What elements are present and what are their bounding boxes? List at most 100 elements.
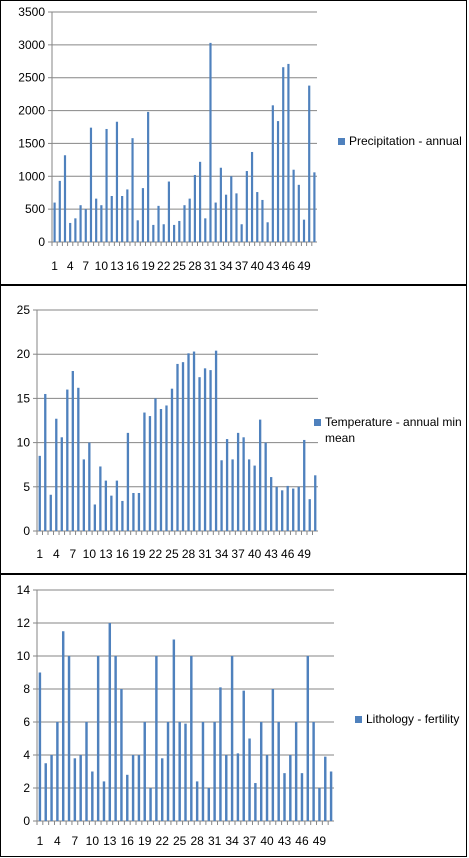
x-tick-label: 10 [95,259,109,273]
x-tick-label: 28 [182,547,196,561]
x-tick-label: 40 [248,547,262,561]
x-tick-label: 49 [298,547,312,561]
bar [201,722,205,821]
x-tick-label: 19 [138,834,152,848]
x-tick-label: 25 [173,259,187,273]
bar [61,631,65,821]
bar [190,656,193,821]
bar [225,755,228,821]
bar [178,722,181,821]
bar [195,781,199,821]
bar [214,350,218,531]
bar [198,377,201,531]
x-tick-label: 31 [204,259,218,273]
x-tick-label: 43 [266,259,280,273]
x-tick-label: 10 [83,547,97,561]
x-tick-label: 40 [251,259,265,273]
bar [282,67,285,242]
legend-label: Precipitation - annual [349,134,462,148]
bar [50,755,53,821]
bar [198,161,202,242]
y-tick-label: 8 [23,682,30,696]
legend-label: Temperature - annual min mean [325,415,462,445]
bar [104,480,108,531]
bar [154,398,157,531]
bar [73,758,77,821]
bar [270,477,273,531]
x-tick-label: 37 [243,834,257,848]
bar [266,222,269,242]
x-tick-label: 25 [173,834,187,848]
bar [74,218,77,242]
bar [308,499,311,531]
bar [141,188,145,242]
y-tick-label: 1000 [18,169,45,183]
y-tick-label: 500 [25,202,45,216]
bar [55,418,58,531]
x-tick-label: 34 [219,259,233,273]
bar [242,690,245,821]
bar [71,370,74,531]
bar [224,194,228,242]
bar [170,388,174,531]
bar [312,722,315,821]
bar [120,689,123,821]
bar [66,389,69,531]
bar [192,351,196,531]
bar [261,199,264,242]
bar [281,490,284,531]
x-tick-label: 37 [235,259,249,273]
bar [245,171,248,242]
bar [248,738,251,821]
bar [230,656,234,821]
bar [250,151,254,242]
bar [93,504,97,531]
bar [137,755,141,821]
x-tick-label: 4 [54,834,61,848]
x-tick-label: 28 [188,259,202,273]
y-tick-label: 6 [23,715,30,729]
bar [236,753,240,821]
bar [275,486,278,531]
x-tick-label: 13 [103,834,117,848]
bar [203,368,207,531]
bar [214,202,217,242]
bar [148,416,152,531]
bar [220,460,223,531]
bar [132,492,135,531]
bar [165,405,168,531]
bar [149,788,152,821]
bar [110,196,113,242]
bar [242,437,245,531]
x-tick-label: 16 [116,547,130,561]
bar [254,783,257,821]
y-tick-label: 0 [23,524,30,538]
bar [306,656,310,821]
bar [313,172,316,242]
temperature-chart-panel: 0 5 10 15 20 25 1 4 7 10 13 16 19 22 25 28 31 34 37 40 43 46 4… [0,285,467,574]
bar [44,763,47,821]
bar [256,192,259,242]
bar [38,672,42,821]
y-tick-label: 3000 [18,38,45,52]
bar [147,111,150,242]
x-tick-label: 34 [215,547,229,561]
x-tick-label: 16 [121,834,135,848]
x-tick-label: 7 [82,259,89,273]
x-tick-label: 22 [149,547,163,561]
bar [231,459,234,531]
bar [253,465,256,531]
bar [324,756,327,821]
bar [114,656,117,821]
bar [115,121,119,242]
x-tick-label: 1 [36,547,43,561]
y-tick-label: 14 [17,583,31,597]
y-tick-label: 20 [17,347,31,361]
x-tick-label: 19 [132,547,146,561]
y-tick-label: 10 [17,649,31,663]
bar [318,788,321,821]
bar [121,500,124,531]
bar [329,771,333,821]
